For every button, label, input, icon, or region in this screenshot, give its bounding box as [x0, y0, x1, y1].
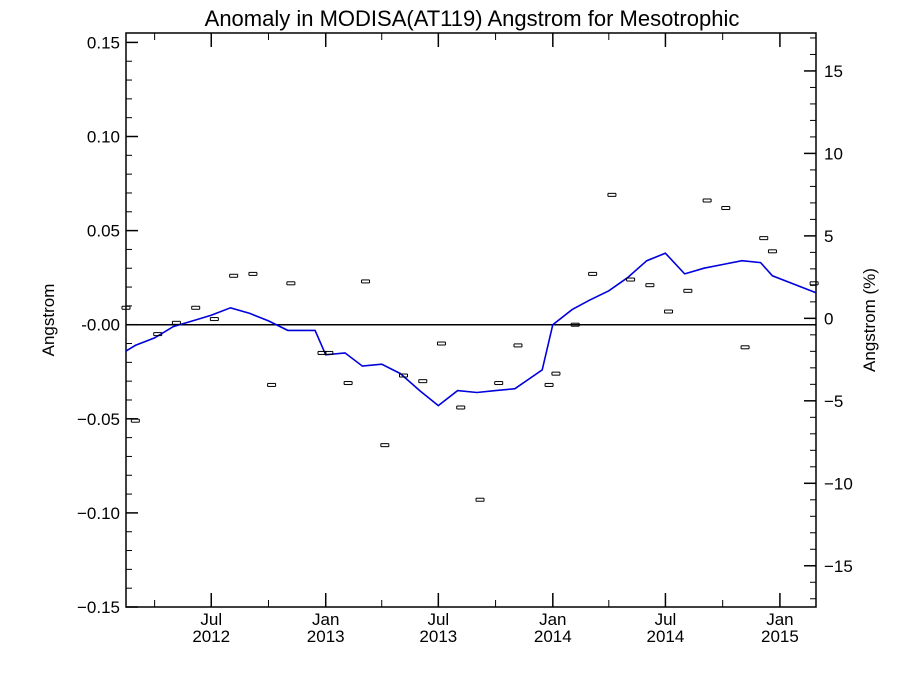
y-tick-label-right: −10 [824, 474, 853, 493]
x-tick-label-month: Jul [427, 610, 449, 629]
y-axis-right: 15 10 5 0 −5 −10 −15 [804, 37, 853, 600]
x-tick-label-month: Jul [200, 610, 222, 629]
data-point [475, 497, 485, 502]
y-axis-label-right: Angstrom (%) [860, 268, 879, 372]
y-tick-label-right: 10 [824, 144, 843, 163]
x-tick-label-year: 2013 [307, 627, 345, 646]
y-tick-label-left: 0.05 [87, 222, 120, 241]
y-tick-label-right: 15 [824, 62, 843, 81]
x-tick-label-month: Jul [655, 610, 677, 629]
y-tick-label-left: −0.05 [77, 410, 120, 429]
data-point [664, 309, 674, 314]
plot-frame [125, 32, 817, 608]
x-tick-label-year: 2013 [419, 627, 457, 646]
y-axis-left: 0.15 0.10 0.05 -0.00 −0.05 −0.10 −0.15 [77, 33, 138, 617]
data-point [418, 379, 428, 384]
y-tick-label-right: −5 [824, 392, 843, 411]
data-point [809, 281, 819, 286]
x-tick-label-year: 2015 [761, 627, 799, 646]
x-tick-label-year: 2014 [534, 627, 572, 646]
data-point [494, 381, 504, 386]
data-point [153, 332, 163, 337]
data-point [645, 283, 655, 288]
data-point [324, 350, 334, 355]
x-tick-label-year: 2012 [192, 627, 230, 646]
data-point [171, 320, 181, 325]
data-point [759, 236, 769, 241]
data-point [286, 281, 296, 286]
y-axis-label: Angstrom [39, 284, 58, 357]
data-point [721, 206, 731, 211]
y-tick-label-left: 0.15 [87, 33, 120, 52]
data-point [209, 317, 219, 322]
data-point [267, 382, 277, 387]
y-tick-label-right: 5 [824, 227, 833, 246]
data-point [436, 341, 446, 346]
y-tick-label-right: −15 [824, 557, 853, 576]
data-point [513, 343, 523, 348]
data-point [588, 271, 598, 276]
y-tick-label-right: 0 [824, 309, 833, 328]
x-tick-label-month: Jan [766, 610, 793, 629]
y-tick-label-left: 0.10 [87, 128, 120, 147]
data-point [130, 418, 140, 423]
data-point [544, 382, 554, 387]
data-point [607, 192, 617, 197]
data-point [380, 443, 390, 448]
data-point [229, 273, 239, 278]
data-points [121, 192, 819, 502]
data-point [626, 277, 636, 282]
y-tick-label-left: −0.15 [77, 598, 120, 617]
data-point [570, 322, 580, 327]
data-point [683, 288, 693, 293]
data-point [343, 381, 353, 386]
data-point [398, 373, 408, 378]
data-point [121, 305, 131, 310]
data-point [767, 249, 777, 254]
data-point [702, 198, 712, 203]
x-tick-label-year: 2014 [647, 627, 685, 646]
x-axis: Jul2012Jan2013Jul2013Jan2014Jul2014Jan20… [154, 33, 799, 646]
data-point [248, 271, 258, 276]
data-point [191, 305, 201, 310]
y-tick-label-left: -0.00 [81, 316, 120, 335]
data-point [740, 345, 750, 350]
x-tick-label-month: Jan [312, 610, 339, 629]
data-point [551, 371, 561, 376]
data-point [456, 405, 466, 410]
x-tick-label-month: Jan [539, 610, 566, 629]
chart-title: Anomaly in MODISA(AT119) Angstrom for Me… [205, 6, 740, 31]
trend-line [125, 252, 817, 407]
y-tick-label-left: −0.10 [77, 504, 120, 523]
data-point [361, 279, 371, 284]
